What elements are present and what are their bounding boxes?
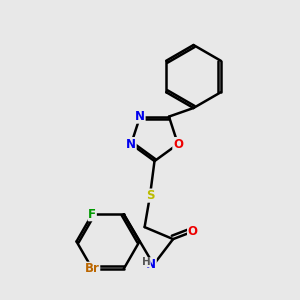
- Text: F: F: [88, 208, 96, 221]
- Text: S: S: [146, 189, 154, 202]
- Text: Br: Br: [85, 262, 100, 275]
- Text: N: N: [146, 258, 156, 271]
- Text: N: N: [126, 138, 136, 151]
- Text: N: N: [135, 110, 145, 123]
- Text: O: O: [188, 225, 198, 238]
- Text: H: H: [142, 257, 151, 267]
- Text: O: O: [173, 138, 183, 151]
